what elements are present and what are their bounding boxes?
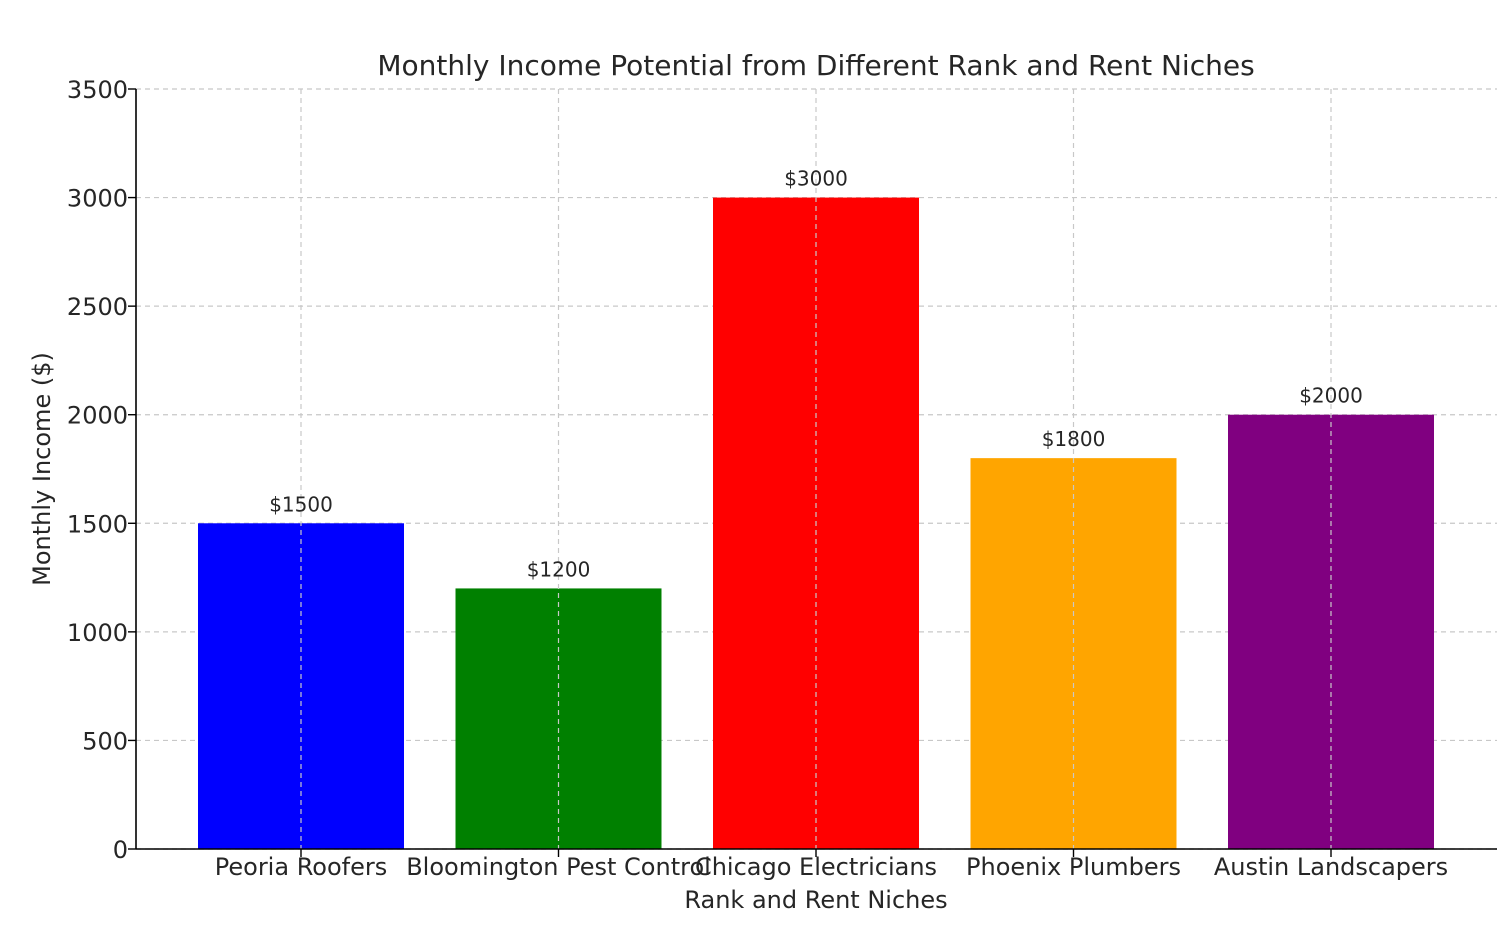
y-tick-label: 500 <box>82 727 128 755</box>
x-tick-label: Phoenix Plumbers <box>966 853 1181 881</box>
y-axis-label: Monthly Income ($) <box>28 352 56 586</box>
data-label: $1800 <box>1042 427 1106 451</box>
data-label: $1500 <box>269 492 333 516</box>
axes: 0 500 1000 1500 2000 2500 3000 3500 Peoria Roofe… <box>67 76 1497 881</box>
y-tick-label: 0 <box>113 836 128 864</box>
y-tick-label: 2500 <box>67 293 128 321</box>
y-tick-label: 1000 <box>67 619 128 647</box>
x-tick-label: Bloomington Pest Control <box>406 853 711 881</box>
chart-title: Monthly Income Potential from Different … <box>377 49 1254 82</box>
data-label: $2000 <box>1299 384 1363 408</box>
x-tick-label: Chicago Electricians <box>695 853 937 881</box>
data-label: $1200 <box>527 557 591 581</box>
x-tick-label: Austin Landscapers <box>1214 853 1448 881</box>
y-tick-label: 1500 <box>67 510 128 538</box>
x-tick-label: Peoria Roofers <box>215 853 388 881</box>
data-label: $3000 <box>784 167 848 191</box>
y-tick-label: 2000 <box>67 402 128 430</box>
x-axis-label: Rank and Rent Niches <box>684 886 947 914</box>
y-tick-label: 3000 <box>67 185 128 213</box>
grid-lines-front <box>300 89 1332 849</box>
data-labels: $1500 $1200 $3000 $1800 $2000 <box>269 167 1363 582</box>
y-tick-label: 3500 <box>67 76 128 104</box>
